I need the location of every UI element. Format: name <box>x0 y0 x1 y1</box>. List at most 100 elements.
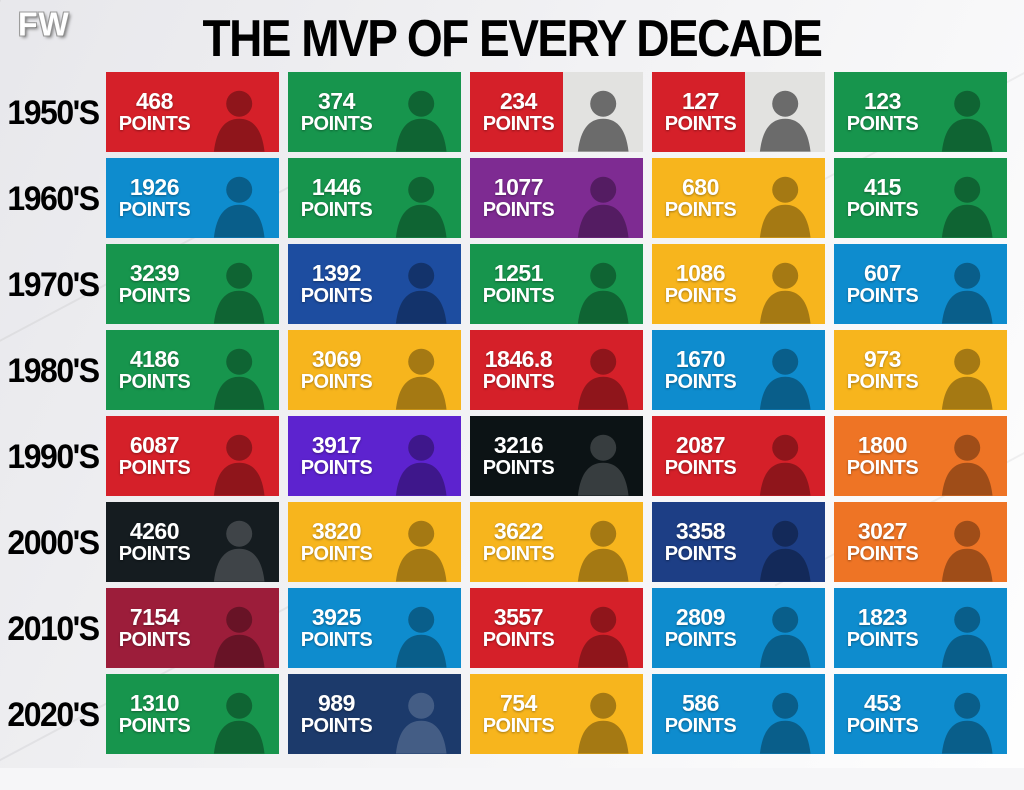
player-silhouette-icon <box>395 607 447 668</box>
player-silhouette-icon <box>213 435 265 496</box>
points-value: 3820 <box>311 518 362 545</box>
points-label: POINTS <box>846 112 919 135</box>
mvp-card: 607 POINTS <box>834 244 1007 324</box>
player-photo <box>563 244 643 324</box>
points-value: 468 <box>136 88 173 115</box>
player-photo <box>927 674 1007 754</box>
decade-row: 1970'S 3239 POINTS 1392 POINTS 1251 <box>0 244 1024 324</box>
points-value: 4260 <box>129 518 180 545</box>
points-label: POINTS <box>300 112 373 135</box>
player-silhouette-icon <box>759 435 811 496</box>
points-label: POINTS <box>300 542 373 565</box>
decade-label: 1960'S <box>7 178 100 217</box>
points-text: 973 POINTS <box>834 346 931 393</box>
points-value: 3917 <box>311 432 362 459</box>
points-value: 1251 <box>493 260 544 287</box>
decade-cards: 1310 POINTS 989 POINTS 754 POINTS <box>106 674 1007 754</box>
player-photo <box>927 244 1007 324</box>
player-photo <box>563 588 643 668</box>
points-label: POINTS <box>664 112 737 135</box>
points-text: 680 POINTS <box>652 175 749 220</box>
points-label: POINTS <box>482 112 555 135</box>
points-value: 234 <box>500 88 537 115</box>
player-photo <box>199 416 279 496</box>
mvp-card: 6087 POINTS <box>106 416 279 496</box>
player-photo <box>927 72 1007 152</box>
mvp-card: 2809 POINTS <box>652 588 825 668</box>
points-value: 1392 <box>311 260 362 287</box>
mvp-card: 3917 POINTS <box>288 416 461 496</box>
decade-cards: 4186 POINTS 3069 POINTS 1846.8 POINTS <box>106 330 1007 410</box>
mvp-card: 1670 POINTS <box>652 330 825 410</box>
points-value: 415 <box>864 174 901 201</box>
points-text: 6087 POINTS <box>106 433 203 478</box>
player-photo <box>563 502 643 582</box>
points-label: POINTS <box>118 714 191 737</box>
points-value: 973 <box>864 346 901 373</box>
player-photo <box>199 588 279 668</box>
decade-grid: 1950'S 468 POINTS 374 POINTS 234 <box>0 72 1024 754</box>
points-label: POINTS <box>482 198 555 221</box>
points-label: POINTS <box>846 198 919 221</box>
decade-row: 2010'S 7154 POINTS 3925 POINTS 3557 <box>0 588 1024 668</box>
points-text: 1310 POINTS <box>106 691 203 737</box>
player-silhouette-icon <box>941 693 993 754</box>
player-silhouette-icon <box>395 693 447 754</box>
points-text: 468 POINTS <box>106 88 203 134</box>
points-value: 123 <box>864 88 901 115</box>
points-text: 1392 POINTS <box>288 260 385 306</box>
decade-row: 1950'S 468 POINTS 374 POINTS 234 <box>0 72 1024 152</box>
decade-cards: 6087 POINTS 3917 POINTS 3216 POINTS <box>106 416 1007 496</box>
points-label: POINTS <box>846 284 919 307</box>
player-silhouette-icon <box>577 521 629 582</box>
decade-cards: 1926 POINTS 1446 POINTS 1077 POINTS <box>106 158 1007 238</box>
points-label: POINTS <box>664 370 737 393</box>
mvp-card: 1310 POINTS <box>106 674 279 754</box>
mvp-card: 3239 POINTS <box>106 244 279 324</box>
decade-row: 2000'S 4260 POINTS 3820 POINTS 3622 <box>0 502 1024 582</box>
points-text: 754 POINTS <box>470 691 567 736</box>
decade-label: 2010'S <box>7 608 100 647</box>
mvp-card: 586 POINTS <box>652 674 825 754</box>
mvp-card: 123 POINTS <box>834 72 1007 152</box>
player-photo <box>381 674 461 754</box>
decade-cards: 3239 POINTS 1392 POINTS 1251 POINTS <box>106 244 1007 324</box>
points-value: 607 <box>864 260 901 287</box>
player-silhouette-icon <box>395 349 447 410</box>
player-photo <box>563 72 643 152</box>
player-photo <box>381 416 461 496</box>
player-photo <box>563 674 643 754</box>
mvp-card: 989 POINTS <box>288 674 461 754</box>
points-text: 3358 POINTS <box>652 519 749 565</box>
fw-logo: FW <box>18 5 70 43</box>
player-photo <box>199 330 279 410</box>
decade-cards: 468 POINTS 374 POINTS 234 POINTS <box>106 72 1007 152</box>
mvp-card: 3557 POINTS <box>470 588 643 668</box>
points-label: POINTS <box>846 370 919 393</box>
points-text: 4186 POINTS <box>106 347 203 392</box>
player-silhouette-icon <box>577 607 629 668</box>
player-silhouette-icon <box>941 177 993 238</box>
points-text: 3239 POINTS <box>106 261 203 306</box>
player-silhouette-icon <box>941 91 993 152</box>
player-photo <box>745 330 825 410</box>
player-photo <box>927 416 1007 496</box>
player-photo <box>199 158 279 238</box>
player-photo <box>381 330 461 410</box>
points-label: POINTS <box>482 370 555 393</box>
player-silhouette-icon <box>941 521 993 582</box>
mvp-card: 3925 POINTS <box>288 588 461 668</box>
points-text: 1670 POINTS <box>652 347 749 393</box>
points-label: POINTS <box>664 542 737 565</box>
points-value: 1086 <box>675 260 726 287</box>
player-silhouette-icon <box>213 349 265 410</box>
points-label: POINTS <box>846 542 919 565</box>
mvp-card: 1846.8 POINTS <box>470 330 643 410</box>
player-silhouette-icon <box>941 607 993 668</box>
points-text: 234 POINTS <box>470 88 567 135</box>
player-photo <box>381 244 461 324</box>
points-label: POINTS <box>664 714 737 737</box>
mvp-card: 1392 POINTS <box>288 244 461 324</box>
player-silhouette-icon <box>213 521 265 582</box>
player-silhouette-icon <box>213 263 265 324</box>
